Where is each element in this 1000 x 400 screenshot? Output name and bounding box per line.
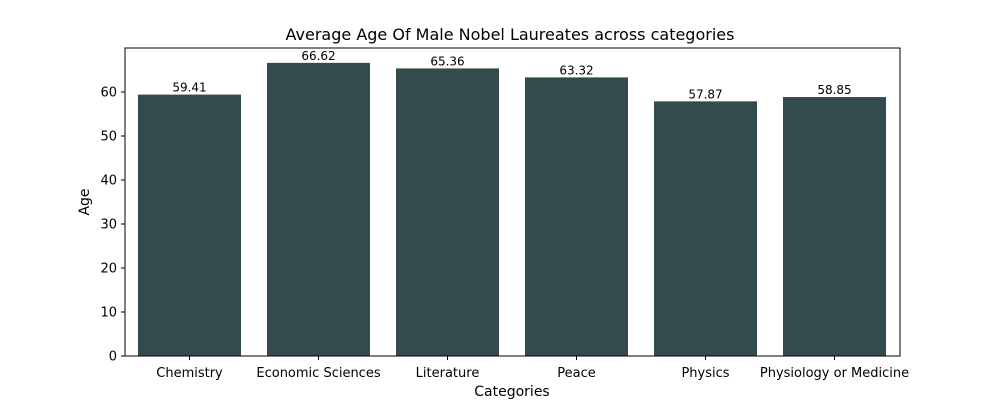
bar-3: [525, 77, 628, 356]
data-label-5: 58.85: [817, 83, 851, 97]
bar-0: [138, 94, 241, 356]
x-axis-label: Categories: [474, 384, 549, 400]
data-label-1: 66.62: [301, 49, 335, 63]
data-label-2: 65.36: [430, 54, 464, 68]
y-tick-label-6: 60: [100, 86, 117, 101]
y-tick-label-3: 30: [100, 218, 117, 233]
bar-4: [654, 101, 757, 356]
x-tick-label-1: Economic Sciences: [256, 366, 380, 381]
bar-2: [396, 68, 499, 356]
data-label-4: 57.87: [688, 87, 722, 101]
plot-frame: [124, 47, 901, 357]
chart-title: Average Age Of Male Nobel Laureates acro…: [286, 25, 735, 44]
x-tick-label-5: Physiology or Medicine: [760, 366, 909, 381]
x-tick-label-0: Chemistry: [156, 366, 223, 381]
data-label-0: 59.41: [172, 81, 206, 95]
ticks-group: Chemistry Economic Sciences Literature Peac…: [100, 86, 909, 382]
y-tick-label-5: 50: [100, 130, 117, 145]
data-label-3: 63.32: [559, 63, 593, 77]
y-tick-label-1: 10: [100, 306, 117, 321]
y-tick-label-4: 40: [100, 174, 117, 189]
bar-5: [783, 97, 886, 356]
x-tick-label-3: Peace: [557, 366, 596, 381]
y-axis-label: Age: [77, 188, 93, 215]
y-tick-label-0: 0: [109, 350, 117, 365]
bar-1: [267, 62, 370, 356]
x-tick-label-2: Literature: [416, 366, 480, 381]
x-tick-label-4: Physics: [681, 366, 729, 381]
y-tick-label-2: 20: [100, 262, 117, 277]
bars-group: 59.41 66.62 65.36 63.32 57.87 58.85: [138, 49, 886, 356]
